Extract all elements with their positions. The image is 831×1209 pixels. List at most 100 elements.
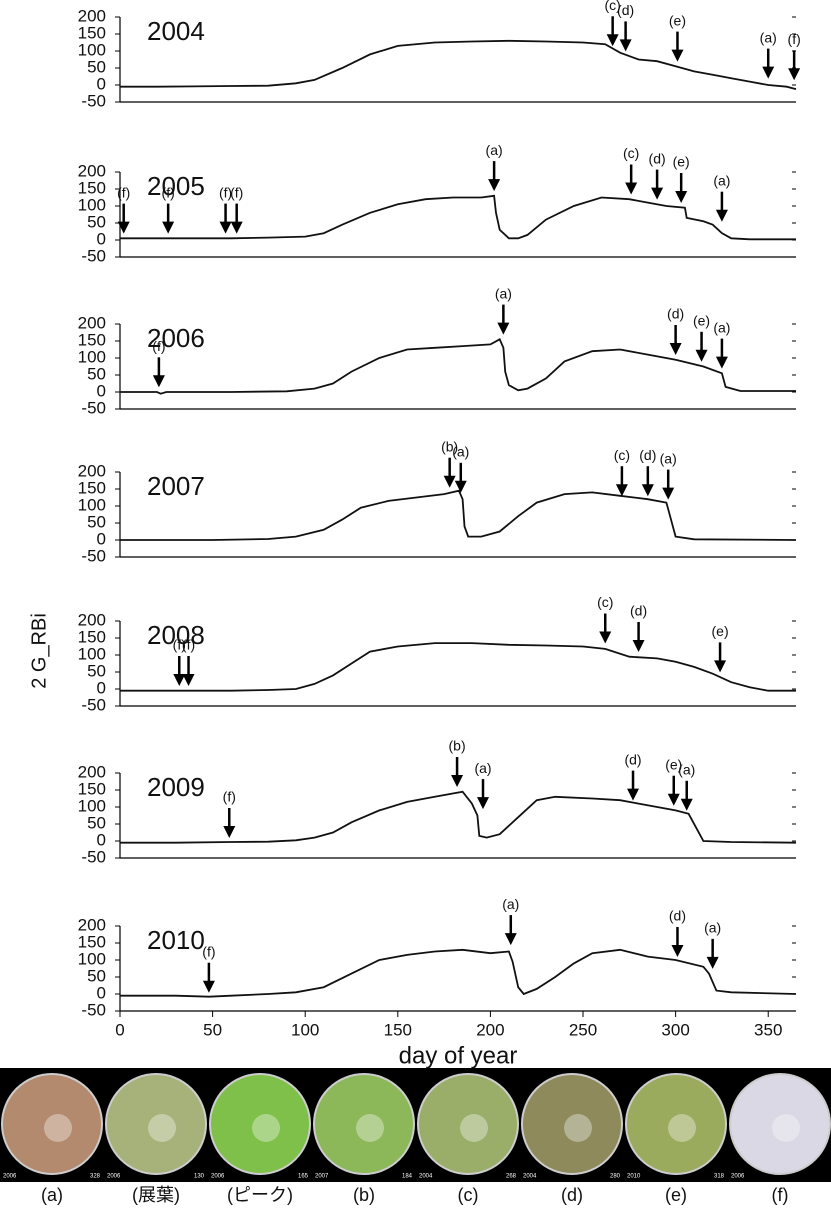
photo-year: 2004: [523, 1174, 537, 1180]
y-tick-label: 150: [78, 23, 106, 42]
data-line: [120, 194, 796, 241]
y-tick-label: 50: [87, 966, 106, 985]
annotation-label: (a): [678, 762, 695, 778]
x-tick-label: 100: [291, 1020, 319, 1039]
arrow-head: [488, 179, 501, 192]
y-tick-label: 100: [78, 949, 106, 968]
photo: [105, 1073, 207, 1175]
y-tick-label: -50: [81, 246, 106, 265]
annotation-label: (f): [788, 31, 801, 47]
arrow-head: [219, 221, 232, 234]
y-tick-label: 150: [78, 932, 106, 951]
arrow-head: [497, 322, 510, 335]
y-tick-label: 150: [78, 478, 106, 497]
annotation-label: (a): [474, 760, 491, 776]
annotation-label: (a): [713, 319, 730, 335]
y-tick-label: 0: [97, 830, 106, 849]
arrow-head: [632, 640, 645, 652]
arrow-head: [230, 221, 243, 234]
y-tick-label: 100: [78, 796, 106, 815]
y-tick-label: 100: [78, 347, 106, 366]
y-tick-label: -50: [81, 847, 106, 866]
y-tick-label: 0: [97, 229, 106, 248]
y-tick-label: 150: [78, 779, 106, 798]
arrow-head: [223, 826, 236, 838]
arrow-head: [671, 49, 684, 62]
panel-title: 2005: [147, 171, 205, 201]
annotation-label: (a): [452, 444, 469, 460]
photo-label: (b): [353, 1185, 375, 1205]
photo-center: [252, 1114, 280, 1142]
annotation-label: (d): [639, 447, 656, 463]
annotation-label: (c): [623, 145, 639, 161]
panel-title: 2010: [147, 925, 205, 955]
x-tick-label: 50: [203, 1020, 222, 1039]
y-tick-label: 50: [87, 57, 106, 76]
panel-title: 2008: [147, 620, 205, 650]
y-tick-label: -50: [81, 695, 106, 714]
x-tick-label: 350: [754, 1020, 782, 1039]
photo-doy: 184: [402, 1174, 413, 1180]
photo-label: (c): [458, 1185, 479, 1205]
photo-label: (ピーク): [227, 1185, 293, 1205]
data-line: [120, 338, 796, 395]
y-tick-label: -50: [81, 546, 106, 565]
y-tick-label: 100: [78, 495, 106, 514]
arrow-head: [715, 209, 728, 222]
arrow-head: [117, 221, 130, 234]
annotation-label: (a): [704, 920, 721, 936]
panel-title: 2004: [147, 16, 205, 46]
arrow-head: [619, 39, 632, 52]
annotation-label: (a): [660, 450, 677, 466]
y-tick-label: 0: [97, 529, 106, 548]
photo-year: 2006: [211, 1174, 225, 1180]
photo-doy: 130: [194, 1174, 205, 1180]
panel-title: 2007: [147, 471, 205, 501]
annotation-label: (a): [495, 285, 512, 301]
annotation-label: (e): [673, 154, 690, 170]
arrow-head: [762, 66, 775, 79]
photo: [521, 1073, 623, 1175]
photo-year: 2006: [107, 1174, 121, 1180]
annotation-label: (a): [713, 172, 730, 188]
y-tick-label: 0: [97, 678, 106, 697]
photo-label: (d): [561, 1185, 583, 1205]
arrow-head: [715, 356, 728, 369]
x-axis-label: day of year: [399, 1042, 518, 1069]
annotation-label: (d): [667, 306, 684, 322]
arrow-head: [680, 798, 693, 811]
photo-center: [356, 1114, 384, 1142]
y-tick-label: 50: [87, 661, 106, 680]
photo-doy: 318: [714, 1174, 725, 1180]
photo-label: (a): [41, 1185, 63, 1205]
arrow-head: [627, 788, 640, 801]
x-tick-label: 0: [115, 1020, 124, 1039]
arrow-head: [641, 484, 654, 497]
photo-label: (f): [772, 1185, 789, 1205]
annotation-label: (f): [173, 637, 186, 653]
data-line: [120, 642, 796, 692]
annotation-label: (d): [649, 150, 666, 166]
x-tick-label: 300: [661, 1020, 689, 1039]
arrow-head: [669, 343, 682, 355]
y-tick-label: 50: [87, 212, 106, 231]
y-tick-label: 150: [78, 330, 106, 349]
photo-center: [668, 1114, 696, 1142]
arrow-head: [667, 793, 680, 806]
annotation-label: (d): [624, 751, 641, 767]
annotation-label: (f): [162, 184, 175, 200]
arrow-head: [788, 68, 801, 81]
photo-year: 2006: [731, 1174, 745, 1180]
annotation-label: (f): [223, 789, 236, 805]
y-tick-label: 200: [78, 461, 106, 480]
panel-title: 2006: [147, 323, 205, 353]
annotation-label: (d): [669, 908, 686, 924]
x-tick-label: 150: [384, 1020, 412, 1039]
annotation-label: (f): [219, 184, 232, 200]
annotation-label: (e): [693, 313, 710, 329]
photo-doy: 165: [298, 1174, 309, 1180]
photo-doy: 280: [610, 1174, 621, 1180]
y-tick-label: 200: [78, 915, 106, 934]
y-tick-label: 200: [78, 610, 106, 629]
annotation-label: (a): [760, 29, 777, 45]
